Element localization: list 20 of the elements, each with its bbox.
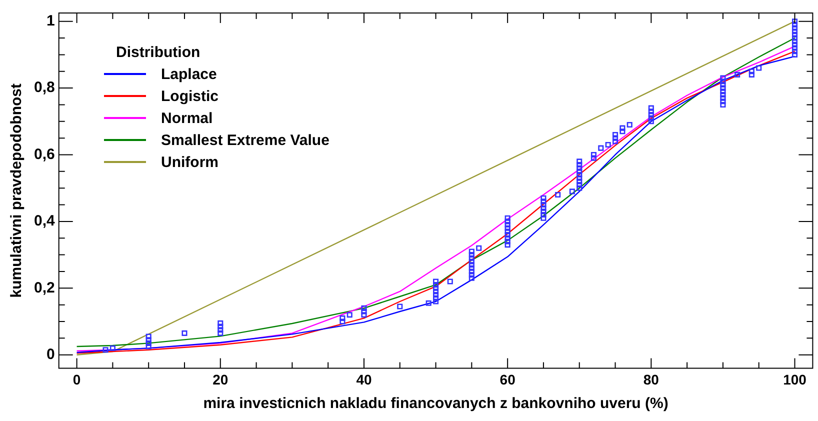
legend-label: Uniform — [161, 154, 218, 170]
legend-title: Distribution — [116, 44, 202, 61]
x-tick-label: 80 — [643, 371, 660, 388]
x-axis-title: mira investicnich nakladu financovanych z bankovniho uveru (%) — [203, 395, 668, 412]
legend-label: Logistic — [161, 88, 219, 104]
legend-label: Normal — [161, 110, 213, 126]
x-tick-label: 60 — [500, 371, 516, 388]
legend-label: Smallest Extreme Value — [161, 132, 330, 148]
y-tick-label: 0,6 — [34, 146, 55, 163]
y-tick-label: 0,8 — [34, 79, 55, 96]
x-tick-label: 20 — [212, 371, 228, 388]
y-tick-label: 0 — [46, 346, 55, 363]
y-tick-label: 0,4 — [34, 212, 56, 230]
x-tick-label: 100 — [783, 371, 807, 388]
y-tick-label: 0,2 — [34, 279, 55, 296]
x-tick-label: 40 — [356, 371, 372, 388]
legend-label: Laplace — [161, 66, 217, 82]
x-tick-label: 0 — [72, 371, 81, 388]
y-tick-label: 1 — [46, 12, 55, 30]
y-axis-title: kumulativni pravdepodobnost — [8, 84, 26, 298]
